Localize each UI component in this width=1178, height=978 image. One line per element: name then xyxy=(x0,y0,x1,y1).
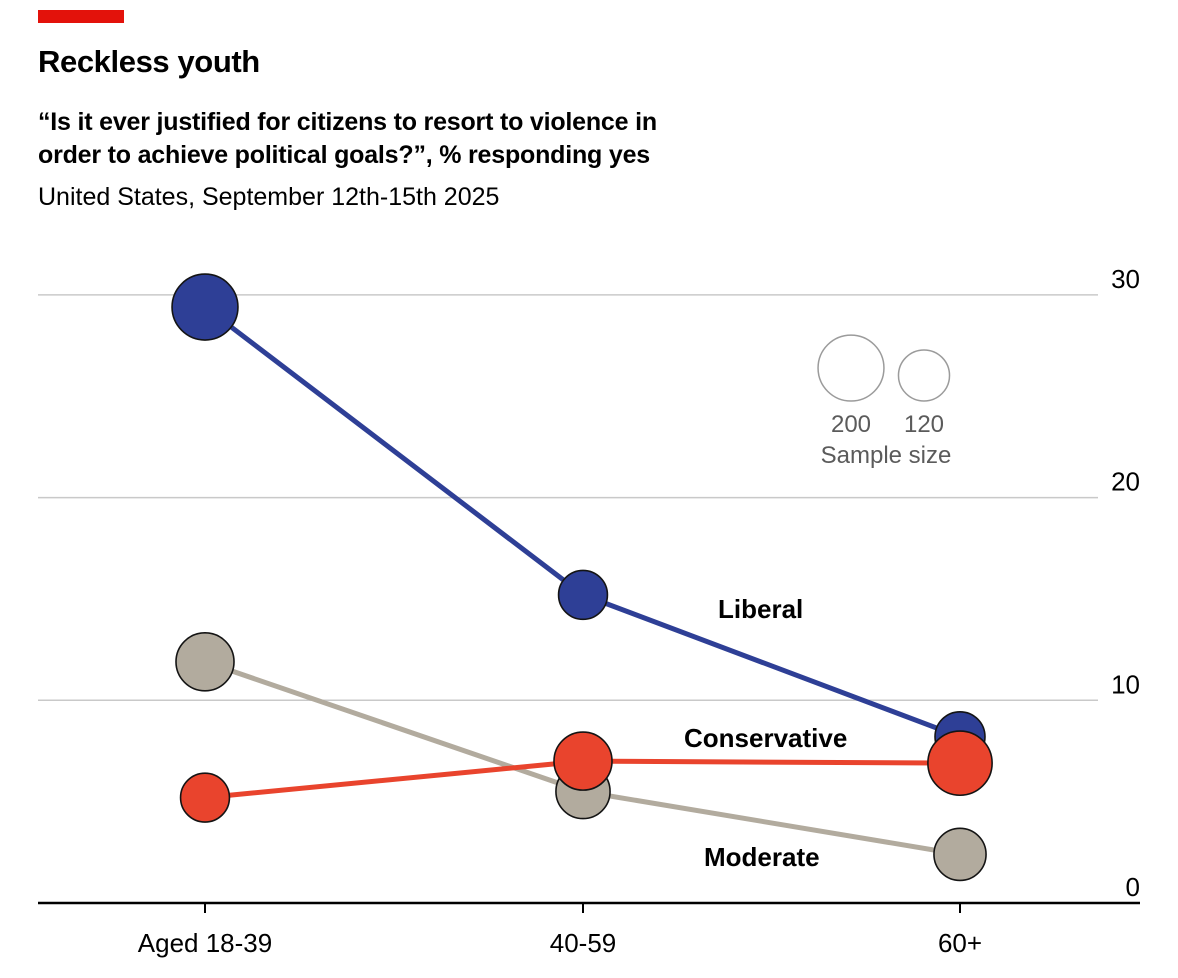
y-tick-label-30: 30 xyxy=(1111,264,1140,294)
red-tag-bar xyxy=(38,10,124,23)
size-legend-circle-120 xyxy=(897,349,951,402)
point-conservative-1 xyxy=(553,731,613,791)
series-label-moderate: Moderate xyxy=(704,842,820,872)
chart-title: Reckless youth xyxy=(38,44,260,79)
size-legend-value-120: 120 xyxy=(904,411,944,438)
y-tick-label-20: 20 xyxy=(1111,467,1140,497)
chart-dateline: United States, September 12th-15th 2025 xyxy=(38,183,500,211)
subtitle-line-2: order to achieve political goals?”, % re… xyxy=(38,141,650,169)
point-moderate-2 xyxy=(933,827,987,882)
series-label-liberal: Liberal xyxy=(718,594,803,624)
point-conservative-0 xyxy=(179,772,231,823)
x-tick-label-1: 40-59 xyxy=(550,928,617,958)
series-label-conservative: Conservative xyxy=(684,723,847,753)
y-tick-label-10: 10 xyxy=(1111,669,1140,699)
x-tick-label-0: Aged 18-39 xyxy=(138,928,272,958)
x-tick-label-2: 60+ xyxy=(938,928,982,958)
y-tick-label-0: 0 xyxy=(1126,872,1140,902)
size-legend-value-200: 200 xyxy=(831,411,871,438)
point-conservative-2 xyxy=(927,730,993,797)
chart: 0 10 20 30 Aged 18-39 40-59 60+ 200 120 Sample si… xyxy=(38,264,1140,958)
chart-subtitle: “Is it ever justified for citizens to re… xyxy=(38,106,657,172)
size-legend-circle-200 xyxy=(817,334,885,402)
series-line-liberal xyxy=(203,305,961,740)
subtitle-line-1: “Is it ever justified for citizens to re… xyxy=(38,108,657,136)
size-legend-label: Sample size xyxy=(821,442,952,469)
point-liberal-1 xyxy=(557,569,609,621)
point-moderate-0 xyxy=(175,631,235,692)
point-liberal-0 xyxy=(171,273,239,341)
